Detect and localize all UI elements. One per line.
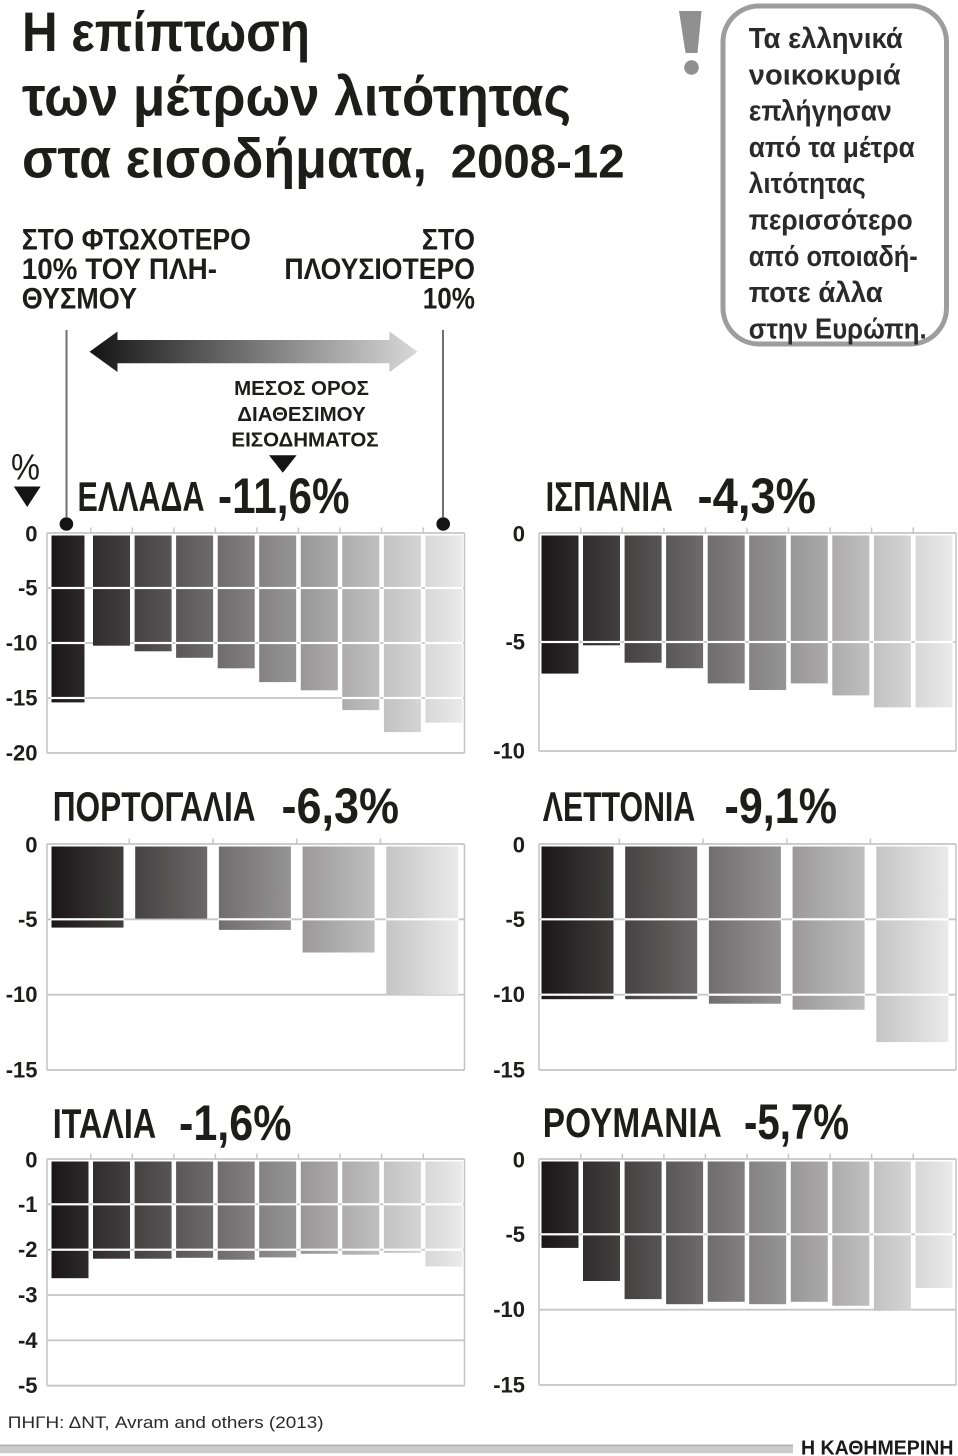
svg-text:-15: -15 — [493, 1058, 525, 1083]
svg-text:ΠΟΡΤΟΓΑΛΙΑ: ΠΟΡΤΟΓΑΛΙΑ — [53, 784, 256, 830]
svg-text:0: 0 — [25, 1148, 37, 1173]
svg-text:-9,1%: -9,1% — [725, 778, 837, 834]
svg-text:στα εισοδήματα,: στα εισοδήματα, — [22, 128, 427, 190]
svg-text:-15: -15 — [6, 686, 38, 711]
svg-text:-2: -2 — [18, 1237, 38, 1262]
svg-text:Τα ελληνικά: Τα ελληνικά — [749, 23, 903, 55]
svg-text:στην Ευρώπη.: στην Ευρώπη. — [749, 312, 927, 345]
svg-text:-4,3%: -4,3% — [698, 469, 817, 525]
svg-text:νοικοκυριά: νοικοκυριά — [749, 60, 901, 92]
svg-text:0: 0 — [513, 522, 525, 547]
svg-text:-10: -10 — [493, 739, 525, 764]
svg-text:-5: -5 — [505, 630, 525, 655]
svg-text:περισσότερο: περισσότερο — [749, 204, 913, 236]
svg-text:-3: -3 — [18, 1283, 38, 1308]
svg-text:ΙΤΑΛΙΑ: ΙΤΑΛΙΑ — [53, 1100, 156, 1147]
svg-text:-10: -10 — [493, 1297, 525, 1322]
svg-text:ΣΤΟ: ΣΤΟ — [422, 223, 475, 257]
svg-text:ΜΕΣΟΣ ΟΡΟΣ: ΜΕΣΟΣ ΟΡΟΣ — [234, 377, 369, 400]
svg-text:0: 0 — [513, 833, 525, 858]
svg-text:-15: -15 — [6, 1058, 38, 1083]
svg-text:0: 0 — [25, 522, 37, 547]
svg-text:-11,6%: -11,6% — [218, 467, 349, 523]
svg-text:-10: -10 — [6, 982, 38, 1007]
svg-text:%: % — [11, 448, 40, 488]
svg-text:0: 0 — [25, 833, 37, 858]
svg-text:-5: -5 — [505, 1222, 525, 1247]
svg-text:ΠΗΓΗ: ΔΝΤ, Avram and others (2: ΠΗΓΗ: ΔΝΤ, Avram and others (2013) — [8, 1413, 324, 1432]
svg-text:-20: -20 — [6, 741, 38, 766]
svg-text:-1,6%: -1,6% — [179, 1095, 291, 1151]
svg-text:0: 0 — [513, 1148, 525, 1173]
svg-text:των μέτρων λιτότητας: των μέτρων λιτότητας — [22, 65, 571, 128]
svg-text:επλήγησαν: επλήγησαν — [749, 95, 892, 127]
svg-text:-5,7%: -5,7% — [744, 1094, 849, 1150]
svg-text:από τα μέτρα: από τα μέτρα — [749, 131, 915, 163]
svg-text:λιτότητας: λιτότητας — [749, 167, 866, 199]
svg-text:-5: -5 — [18, 907, 38, 932]
svg-text:ΠΛΟΥΣΙΟΤΕΡΟ: ΠΛΟΥΣΙΟΤΕΡΟ — [284, 253, 475, 287]
svg-text:ΔΙΑΘΕΣΙΜΟΥ: ΔΙΑΘΕΣΙΜΟΥ — [237, 403, 366, 426]
svg-text:10% ΤΟΥ ΠΛΗ-: 10% ΤΟΥ ΠΛΗ- — [22, 253, 217, 286]
svg-text:-5: -5 — [18, 1373, 38, 1398]
svg-text:10%: 10% — [423, 282, 475, 315]
svg-text:ΙΣΠΑΝΙΑ: ΙΣΠΑΝΙΑ — [546, 474, 673, 520]
svg-text:ΕΙΣΟΔΗΜΑΤΟΣ: ΕΙΣΟΔΗΜΑΤΟΣ — [231, 429, 378, 452]
svg-text:ΡΟΥΜΑΝΙΑ: ΡΟΥΜΑΝΙΑ — [543, 1100, 722, 1146]
svg-text:Η επίπτωση: Η επίπτωση — [22, 1, 310, 64]
svg-text:-1: -1 — [18, 1192, 38, 1217]
svg-text:ποτε άλλα: ποτε άλλα — [749, 277, 883, 308]
svg-text:Η ΚΑΘΗΜΕΡΙΝΗ: Η ΚΑΘΗΜΕΡΙΝΗ — [801, 1437, 953, 1456]
svg-text:ΛΕΤΤΟΝΙΑ: ΛΕΤΤΟΝΙΑ — [543, 783, 695, 830]
svg-text:-5: -5 — [18, 576, 38, 601]
svg-text:2008-12: 2008-12 — [451, 135, 625, 188]
svg-text:-15: -15 — [493, 1373, 525, 1398]
svg-text:ΣΤΟ ΦΤΩΧΟΤΕΡΟ: ΣΤΟ ΦΤΩΧΟΤΕΡΟ — [22, 223, 251, 257]
svg-text:-6,3%: -6,3% — [282, 779, 399, 835]
svg-text:-10: -10 — [6, 631, 38, 656]
svg-text:ΕΛΛΑΔΑ: ΕΛΛΑΔΑ — [78, 473, 205, 520]
svg-text:ΘΥΣΜΟΥ: ΘΥΣΜΟΥ — [22, 282, 137, 316]
svg-text:από οποιαδή-: από οποιαδή- — [749, 240, 918, 272]
svg-text:-10: -10 — [493, 982, 525, 1007]
svg-text:-4: -4 — [18, 1328, 38, 1353]
svg-text:-5: -5 — [505, 907, 525, 932]
